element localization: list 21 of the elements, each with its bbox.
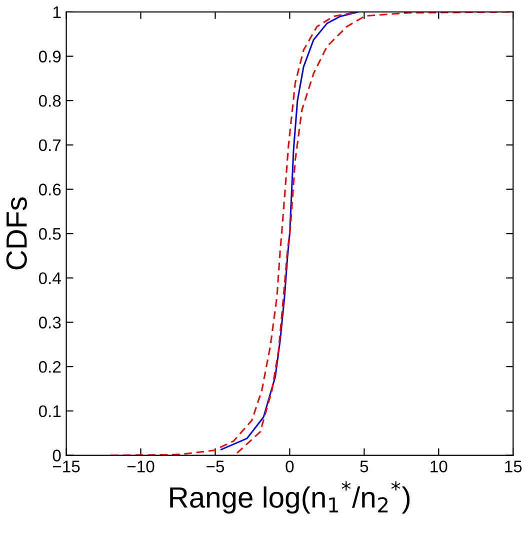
x-tick-label: 5: [360, 460, 368, 472]
x-tick-label: −15: [52, 460, 80, 472]
y-tick-label: 0.7: [38, 139, 61, 152]
x-tick-label: 0: [286, 460, 294, 472]
y-tick-label: 0.5: [38, 228, 61, 240]
x-tick-label: −5: [206, 460, 224, 472]
y-tick-label: 1: [53, 6, 61, 18]
y-tick-label: 0.3: [38, 316, 61, 328]
y-tick-label: 0.2: [38, 361, 61, 373]
x-tick-label: 15: [505, 460, 522, 472]
x-tick-label: 10: [430, 460, 448, 472]
x-tick-label: −10: [127, 460, 154, 472]
y-tick-label: 0: [52, 450, 61, 462]
y-tick-label: 0.8: [38, 94, 61, 107]
x-axis-title: Range log(n$_{1}$$^{*}$/n$_{2}$$^{*}$): [170, 481, 410, 514]
y-tick-label: 0.6: [38, 184, 61, 196]
y-tick-label: 0.1: [38, 405, 61, 418]
y-tick-label: 0.4: [38, 272, 61, 284]
y-axis-title: CDFs: [6, 197, 27, 270]
y-tick-label: 0.9: [38, 50, 61, 62]
line-series: [220, 12, 359, 450]
